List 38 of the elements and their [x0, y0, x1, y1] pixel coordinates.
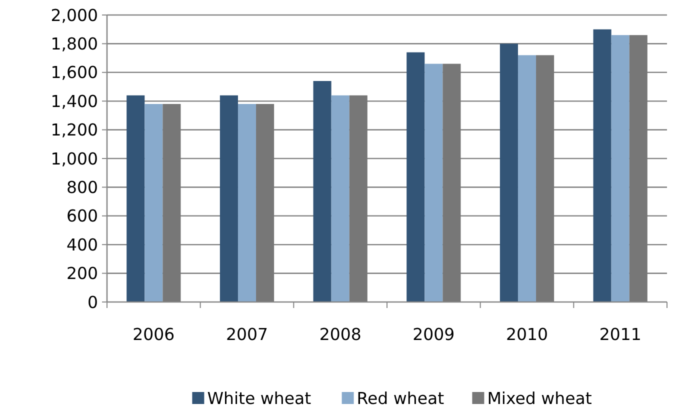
bar: [536, 55, 554, 302]
bar: [442, 64, 461, 302]
bar: [629, 35, 648, 302]
x-tick-label: 2008: [319, 325, 362, 344]
bar: [349, 95, 368, 302]
y-tick-label: 1,000: [50, 149, 98, 168]
bar: [220, 95, 238, 302]
x-tick-label: 2006: [132, 325, 175, 344]
bar: [162, 104, 181, 302]
bar: [593, 29, 612, 302]
bar: [406, 52, 425, 302]
bar: [611, 35, 630, 302]
y-tick-label: 800: [66, 178, 98, 197]
y-tick-label: 1,200: [50, 120, 98, 140]
x-tick-label: 2011: [599, 325, 642, 344]
legend-label: White wheat: [207, 388, 312, 408]
y-tick-label: 200: [66, 264, 98, 284]
bar: [500, 44, 518, 302]
bar: [126, 95, 145, 302]
y-tick-label: 400: [66, 235, 98, 254]
y-tick-label: 1,400: [50, 92, 98, 111]
legend-label: Mixed wheat: [487, 388, 592, 408]
bar: [424, 64, 443, 302]
y-tick-label: 2,000: [50, 6, 98, 25]
legend-label: Red wheat: [356, 388, 445, 408]
bar: [518, 55, 536, 302]
x-tick-label: 2009: [412, 325, 455, 344]
y-tick-label: 1,600: [50, 63, 98, 82]
y-tick-label: 0: [88, 292, 98, 312]
y-tick-label: 1,800: [50, 34, 98, 54]
x-tick-label: 2007: [226, 325, 268, 344]
bar: [331, 95, 350, 302]
bar: [238, 104, 256, 302]
x-tick-label: 2010: [506, 325, 548, 344]
y-tick-label: 600: [66, 206, 98, 226]
bar: [313, 81, 332, 302]
bar: [144, 104, 163, 302]
bar: [256, 104, 274, 302]
